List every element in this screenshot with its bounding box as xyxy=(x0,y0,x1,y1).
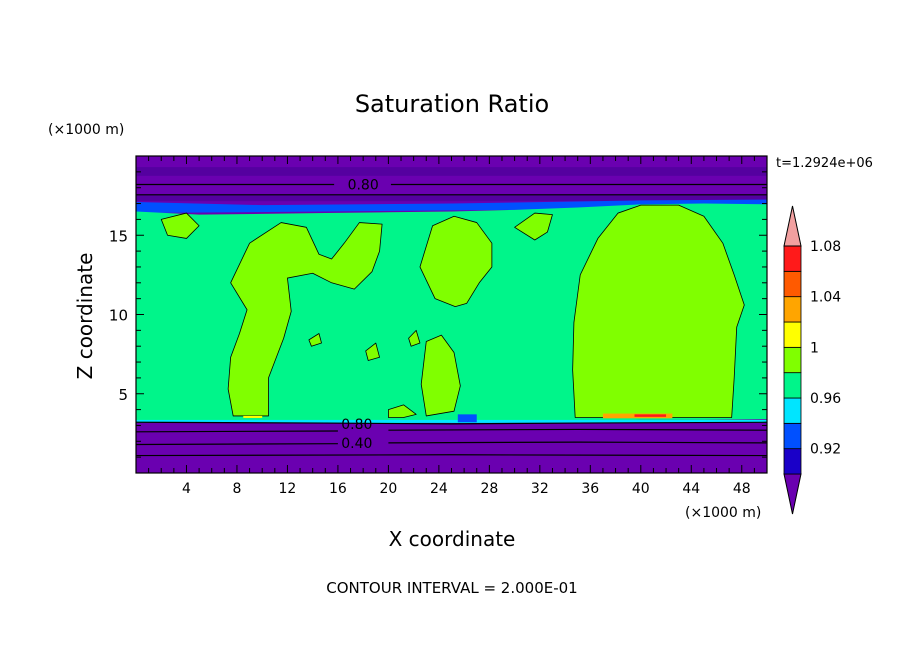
colorbar-segment xyxy=(783,397,802,424)
contour-labels: 0.80 0.80 0.40 xyxy=(341,178,378,452)
contour-line xyxy=(388,441,767,444)
contour-label: 0.80 xyxy=(348,178,379,194)
supersaturated-region xyxy=(308,333,322,347)
plot-area xyxy=(135,155,768,474)
colorbar-segment xyxy=(783,296,802,323)
upper-dark-band-2 xyxy=(136,194,767,202)
upper-dark-band xyxy=(136,167,767,176)
x-tick-label: 36 xyxy=(581,481,599,497)
x-tick-label: 48 xyxy=(733,481,751,497)
contour-line xyxy=(136,430,338,433)
x-tick-label: 4 xyxy=(182,481,191,497)
lower-cyan-edge xyxy=(136,419,767,423)
colorbar-segment xyxy=(783,422,802,450)
y-tick-label: 15 xyxy=(109,227,128,245)
contour-line xyxy=(136,421,767,425)
colorbar-segment xyxy=(783,448,802,475)
contour-line xyxy=(388,428,767,431)
x-tick-label: 24 xyxy=(430,481,448,497)
colorbar-tick-label: 0.96 xyxy=(810,391,841,407)
supersaturated-region xyxy=(160,212,200,239)
x-tick-label: 40 xyxy=(632,481,650,497)
y-tick-label: 5 xyxy=(118,386,128,404)
x-tick-label: 32 xyxy=(531,481,549,497)
colorbar: 0.92 0.96 1 1.04 1.08 xyxy=(783,205,841,515)
time-label: t=1.2924e+06 xyxy=(776,156,873,171)
contour-line xyxy=(136,454,767,457)
colorbar-upper-extend xyxy=(783,205,802,247)
supersaturated-region xyxy=(419,215,493,307)
y-tick-label: 10 xyxy=(109,307,128,325)
supersaturated-region xyxy=(420,334,461,417)
chart-title: Saturation Ratio xyxy=(355,90,549,118)
x-tick-label: 12 xyxy=(279,481,297,497)
colorbar-lower-extend xyxy=(783,473,802,515)
supersaturated-region xyxy=(227,222,383,417)
colorbar-tick-label: 0.92 xyxy=(810,442,841,458)
y-axis-label: Z coordinate xyxy=(73,253,97,380)
x-tick-label: 16 xyxy=(329,481,347,497)
x-tick-label: 28 xyxy=(480,481,498,497)
x-tick-label: 20 xyxy=(379,481,397,497)
supersaturated-region xyxy=(388,404,417,418)
contour-label: 0.80 xyxy=(341,417,372,433)
yellow-spot xyxy=(243,415,263,418)
contour-line xyxy=(136,443,338,446)
hot-spot xyxy=(634,414,667,417)
supersaturated-region xyxy=(514,212,553,241)
colorbar-segment xyxy=(783,372,802,399)
x-unit-label: (×1000 m) xyxy=(685,505,761,521)
colorbar-tick-label: 1.08 xyxy=(810,239,841,255)
field-layers xyxy=(136,156,767,473)
colorbar-segment xyxy=(783,245,802,272)
y-unit-label: (×1000 m) xyxy=(48,122,124,138)
colorbar-segment xyxy=(783,321,802,348)
supersaturated-region xyxy=(408,329,421,347)
lower-blue-patch xyxy=(457,414,477,423)
supersaturated-region xyxy=(365,342,380,361)
colorbar-tick-label: 1 xyxy=(810,340,819,356)
colorbar-tick-label: 1.04 xyxy=(810,290,841,306)
x-tick-label: 44 xyxy=(682,481,700,497)
contour-interval-footer: CONTOUR INTERVAL = 2.000E-01 xyxy=(326,579,577,597)
colorbar-segment xyxy=(783,346,802,374)
x-tick-label: 8 xyxy=(232,481,241,497)
x-axis-label: X coordinate xyxy=(389,527,516,551)
supersaturated-region xyxy=(572,204,745,418)
colorbar-segment xyxy=(783,270,802,298)
contour-label: 0.40 xyxy=(341,436,372,452)
